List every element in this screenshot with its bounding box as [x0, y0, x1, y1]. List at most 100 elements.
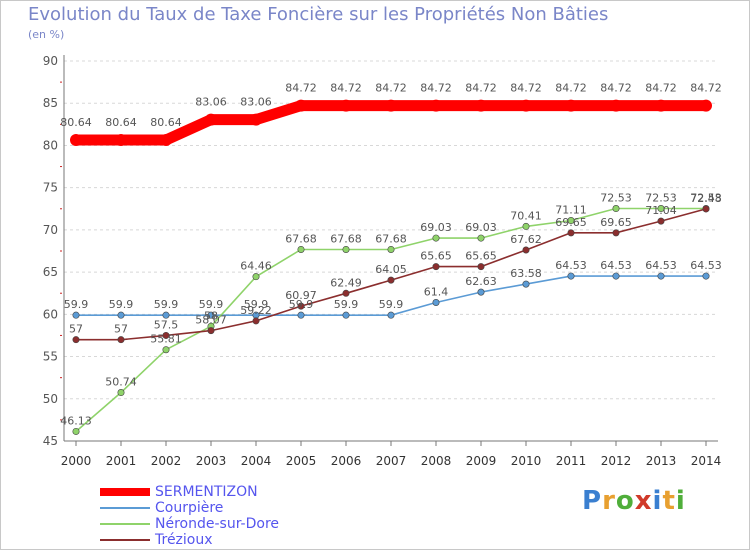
data-point	[655, 99, 667, 112]
x-tick-label: 2010	[511, 454, 542, 468]
y-tick-label: 75	[43, 181, 58, 195]
data-label: 46.13	[60, 414, 92, 427]
data-point	[342, 311, 350, 319]
legend-label: Trézioux	[155, 532, 213, 548]
data-point	[387, 311, 395, 319]
y-tick-label: 50	[43, 392, 58, 406]
data-label: 72.53	[690, 192, 722, 205]
data-point	[160, 134, 172, 147]
x-tick-label: 2002	[151, 454, 182, 468]
data-point	[252, 317, 260, 325]
y-tick-label: 90	[43, 54, 58, 68]
y-tick-label: 80	[43, 138, 58, 152]
data-point	[117, 336, 125, 344]
data-point	[475, 99, 487, 112]
data-label: 70.41	[510, 209, 542, 222]
data-point	[250, 113, 262, 126]
data-label: 64.53	[555, 259, 587, 272]
data-label: 64.53	[600, 259, 632, 272]
chart-subtitle: (en %)	[28, 28, 65, 41]
data-point	[430, 99, 442, 112]
logo-letter: P	[582, 486, 603, 516]
data-point	[117, 389, 125, 397]
x-tick-label: 2006	[331, 454, 362, 468]
chart-title: Evolution du Taux de Taxe Foncière sur l…	[28, 4, 609, 25]
data-point	[72, 336, 80, 344]
data-point	[612, 205, 620, 213]
data-point	[162, 346, 170, 354]
logo-letter: o	[615, 486, 635, 516]
data-point	[477, 288, 485, 296]
data-point	[115, 134, 127, 147]
x-tick-label: 2009	[466, 454, 497, 468]
data-label: 69.03	[420, 221, 452, 234]
data-label: 61.4	[424, 286, 449, 299]
data-label: 59.22	[240, 304, 272, 317]
x-tick-label: 2008	[421, 454, 452, 468]
logo-letter: i	[652, 486, 663, 516]
x-tick-label: 2013	[646, 454, 677, 468]
data-label: 64.53	[645, 259, 677, 272]
data-label: 84.72	[330, 82, 362, 95]
data-point	[522, 222, 530, 230]
data-point	[567, 217, 575, 225]
data-label: 63.58	[510, 267, 542, 280]
data-label: 84.72	[600, 82, 632, 95]
x-tick-label: 2014	[691, 454, 722, 468]
data-label: 83.06	[240, 96, 272, 109]
data-point	[72, 427, 80, 435]
data-label: 67.62	[510, 233, 542, 246]
data-point	[432, 234, 440, 242]
legend-label: Néronde-sur-Dore	[155, 516, 280, 532]
x-tick-label: 2000	[61, 454, 92, 468]
data-point	[565, 99, 577, 112]
x-tick-label: 2007	[376, 454, 407, 468]
data-label: 84.72	[645, 82, 677, 95]
data-label: 71.04	[645, 204, 677, 217]
data-label: 67.68	[375, 232, 407, 245]
data-point	[297, 245, 305, 253]
data-point	[295, 99, 307, 112]
data-label: 64.53	[690, 259, 722, 272]
data-label: 65.65	[420, 250, 452, 263]
data-label: 80.64	[105, 116, 137, 129]
data-point	[162, 331, 170, 339]
data-point	[522, 280, 530, 288]
data-label: 57.5	[154, 318, 179, 331]
data-point	[477, 263, 485, 271]
data-label: 80.64	[150, 116, 182, 129]
data-point	[207, 311, 215, 319]
data-point	[567, 272, 575, 280]
legend-label: SERMENTIZON	[155, 484, 258, 500]
data-label: 59.9	[379, 298, 404, 311]
data-point	[117, 311, 125, 319]
data-point	[432, 299, 440, 307]
data-point	[342, 289, 350, 297]
data-point	[70, 134, 82, 147]
y-tick-label: 45	[43, 434, 58, 448]
data-label: 69.65	[600, 216, 632, 229]
data-point	[387, 245, 395, 253]
data-label: 69.03	[465, 221, 497, 234]
data-point	[72, 311, 80, 319]
data-point	[297, 311, 305, 319]
y-tick-label: 85	[43, 96, 58, 110]
data-point	[522, 246, 530, 254]
data-label: 72.53	[645, 192, 677, 205]
data-label: 71.11	[555, 204, 587, 217]
data-label: 60.97	[285, 289, 317, 302]
data-label: 64.46	[240, 260, 272, 273]
data-point	[520, 99, 532, 112]
data-point	[387, 276, 395, 284]
data-label: 50.74	[105, 376, 137, 389]
data-point	[297, 302, 305, 310]
data-label: 59.9	[244, 298, 269, 311]
y-tick-label: 55	[43, 350, 58, 364]
data-label: 69.65	[555, 216, 587, 229]
legend-label: Courpière	[155, 500, 224, 516]
x-tick-label: 2004	[241, 454, 272, 468]
x-tick-label: 2005	[286, 454, 317, 468]
data-point	[432, 263, 440, 271]
data-label: 80.64	[60, 116, 92, 129]
data-point	[205, 113, 217, 126]
